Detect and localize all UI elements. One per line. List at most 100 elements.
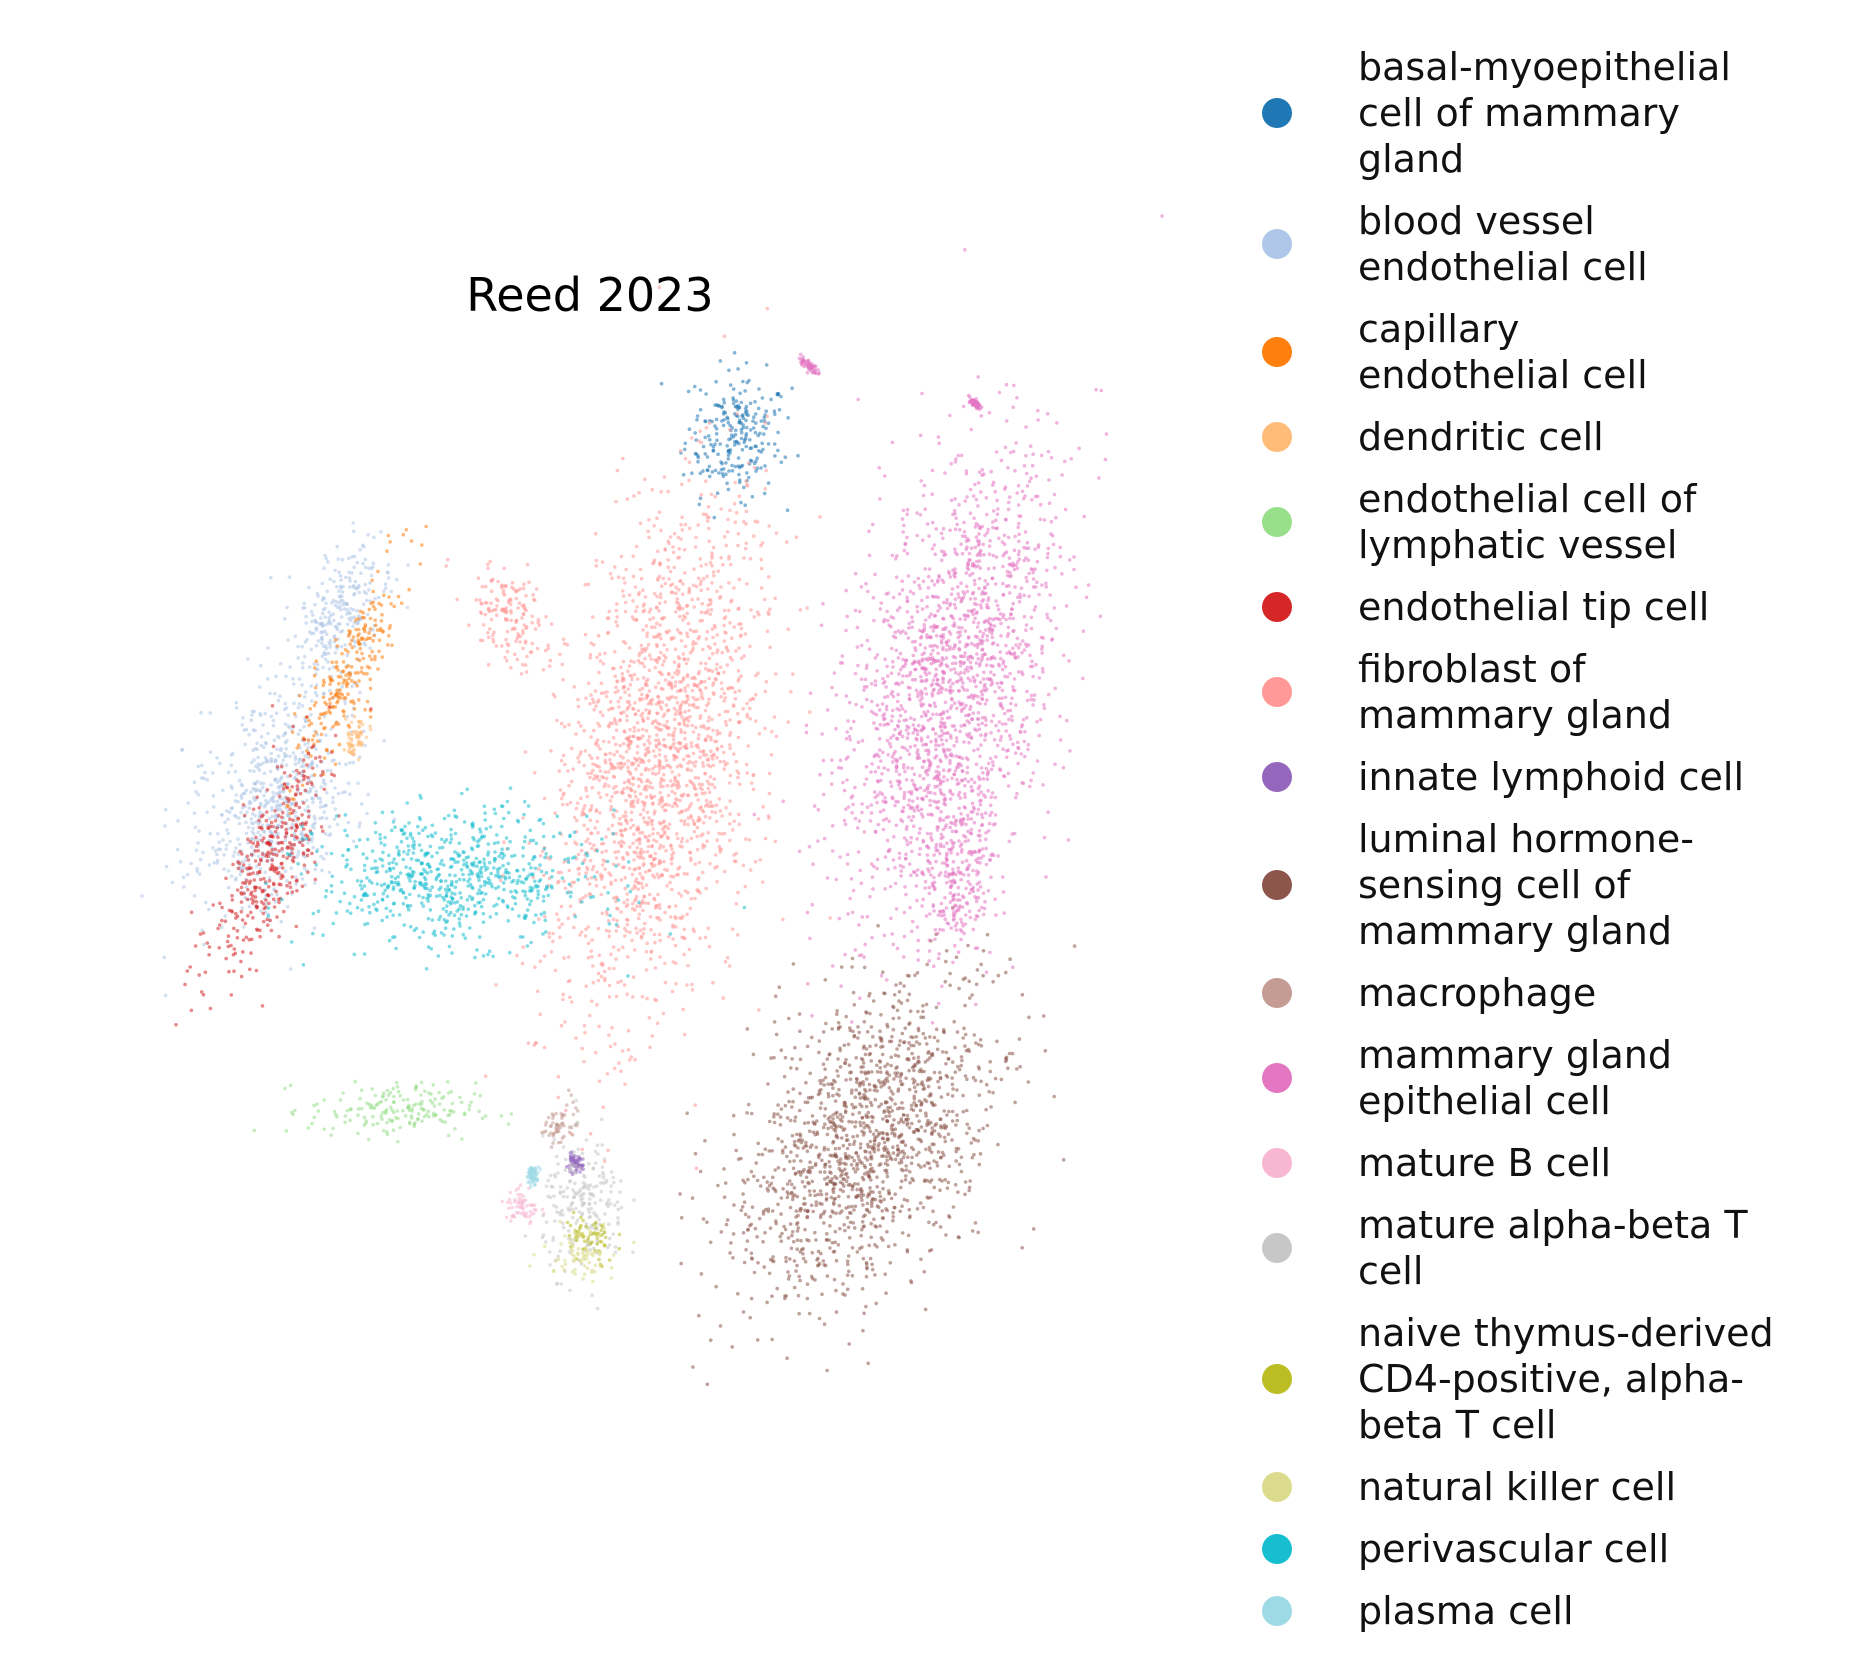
data-point	[722, 831, 727, 836]
data-point	[903, 1178, 908, 1182]
data-point	[695, 825, 700, 830]
data-point	[460, 1137, 464, 1141]
data-point	[405, 605, 410, 610]
data-point	[699, 493, 704, 497]
data-point	[262, 793, 266, 798]
data-point	[753, 859, 758, 864]
data-point	[687, 460, 692, 465]
data-point	[483, 1074, 488, 1078]
data-point	[723, 960, 728, 964]
data-point	[489, 617, 494, 622]
data-point	[691, 583, 696, 588]
data-point	[386, 533, 391, 538]
data-point	[240, 852, 244, 856]
data-point	[234, 911, 238, 916]
data-point	[267, 843, 272, 847]
data-point	[663, 743, 667, 748]
data-point	[524, 594, 528, 598]
data-point	[230, 893, 234, 898]
data-point	[309, 684, 314, 688]
data-point	[427, 1115, 431, 1119]
data-point	[347, 725, 352, 729]
data-point	[976, 1139, 980, 1143]
data-point	[672, 717, 677, 722]
data-point	[285, 856, 289, 860]
data-point	[408, 1120, 412, 1125]
data-point	[935, 1047, 940, 1052]
data-point	[334, 665, 338, 670]
data-point	[658, 623, 662, 627]
data-point	[906, 1233, 911, 1238]
data-point	[696, 459, 700, 464]
data-point	[566, 979, 571, 984]
data-point	[362, 616, 367, 620]
data-point	[488, 559, 493, 564]
data-point	[205, 810, 209, 814]
data-point	[562, 724, 567, 729]
data-point	[636, 798, 640, 802]
data-point	[501, 591, 506, 596]
data-point	[357, 679, 361, 683]
data-point	[220, 905, 224, 910]
data-point	[265, 788, 270, 792]
data-point	[348, 611, 352, 616]
data-point	[723, 719, 728, 724]
data-point	[626, 1028, 631, 1033]
data-point	[873, 1097, 878, 1102]
data-point	[258, 685, 262, 689]
data-point	[679, 1216, 684, 1220]
data-point	[614, 620, 618, 624]
data-point	[752, 466, 757, 470]
data-point	[971, 1136, 976, 1141]
data-point	[625, 992, 629, 997]
data-point	[273, 691, 277, 696]
data-point	[446, 1113, 450, 1118]
data-point	[556, 918, 561, 922]
data-point	[318, 800, 323, 805]
data-point	[647, 785, 652, 789]
data-point	[674, 904, 678, 908]
data-point	[739, 427, 744, 432]
data-point	[663, 754, 668, 759]
data-point	[249, 718, 254, 722]
data-point	[636, 763, 641, 768]
data-point	[670, 770, 674, 774]
data-point	[656, 681, 661, 685]
data-point	[599, 681, 604, 685]
data-point	[908, 1009, 913, 1013]
data-point	[383, 586, 388, 591]
data-point	[580, 1147, 584, 1152]
data-point	[715, 438, 719, 443]
data-point	[608, 757, 612, 762]
data-point	[303, 754, 308, 758]
data-point	[703, 661, 708, 666]
data-point	[748, 1315, 752, 1320]
data-point	[307, 585, 311, 590]
data-point	[281, 810, 285, 815]
data-point	[249, 890, 254, 895]
data-point	[744, 509, 749, 514]
data-point	[291, 724, 295, 729]
data-point	[835, 1135, 840, 1140]
data-point	[840, 1115, 845, 1119]
data-point	[858, 1096, 863, 1100]
data-point	[576, 852, 581, 857]
data-point	[706, 587, 710, 591]
data-point	[321, 829, 325, 833]
data-point	[467, 1107, 472, 1112]
data-point	[407, 587, 411, 592]
data-point	[734, 851, 739, 856]
data-point	[631, 823, 636, 828]
data-point	[280, 873, 284, 877]
data-point	[290, 1110, 294, 1115]
data-point	[584, 871, 588, 875]
data-point	[754, 693, 758, 697]
data-point	[272, 738, 277, 742]
data-point	[860, 1287, 865, 1291]
data-point	[388, 540, 392, 544]
data-point	[724, 472, 728, 477]
data-point	[629, 740, 634, 744]
data-point	[257, 862, 262, 866]
data-point	[868, 1129, 873, 1134]
data-point	[755, 610, 760, 614]
